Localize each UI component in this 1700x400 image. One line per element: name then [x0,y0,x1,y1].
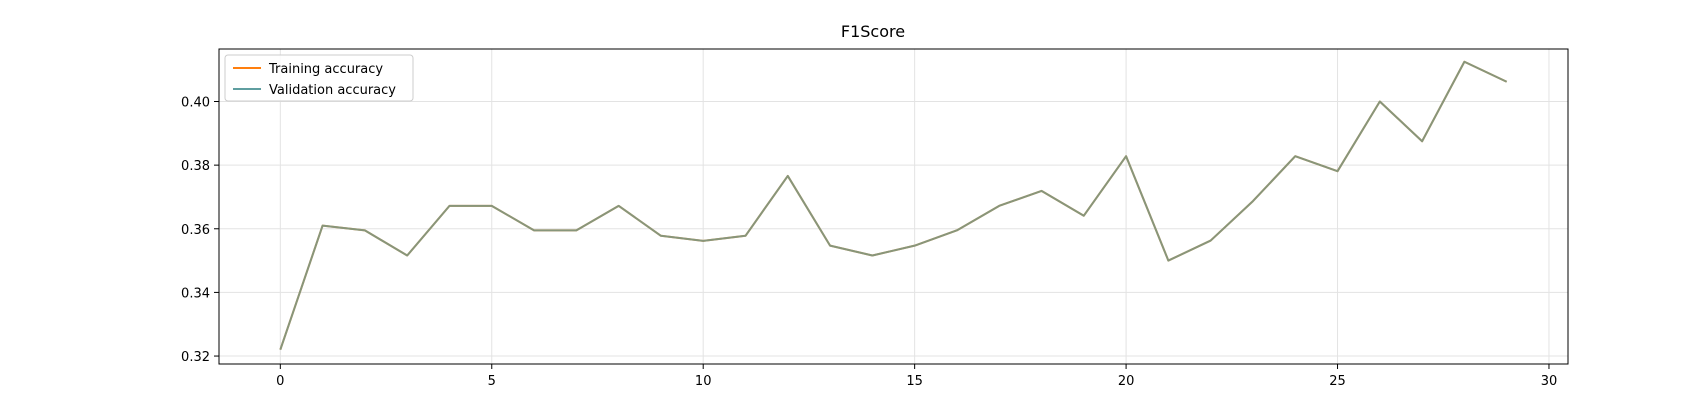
series-lines [279,60,1508,351]
axis-ticks: 0 5 10 15 20 25 30 0.32 0.34 0.36 0.38 0.40 [181,96,1557,390]
x-tick-label: 30 [1541,374,1558,389]
plot-frame [218,48,1569,365]
x-tick-label: 25 [1329,374,1346,389]
legend: Training accuracy Validation accuracy [224,54,414,102]
x-tick-label: 20 [1118,374,1135,389]
legend-box [224,54,414,102]
x-tick-label: 10 [695,374,712,389]
y-tick-label: 0.34 [181,286,210,301]
legend-label: Training accuracy [268,62,383,77]
chart-title: F1Score [841,22,905,41]
y-tick-label: 0.40 [181,96,210,111]
y-tick-label: 0.36 [181,223,210,238]
x-tick-label: 5 [488,374,496,389]
legend-label: Validation accuracy [269,83,396,98]
x-tick-label: 0 [276,374,284,389]
y-tick-label: 0.32 [181,350,210,365]
grid-lines [219,49,1568,364]
x-tick-label: 15 [906,374,923,389]
y-tick-label: 0.38 [181,159,210,174]
series-line-validation-accuracy [279,60,1508,351]
